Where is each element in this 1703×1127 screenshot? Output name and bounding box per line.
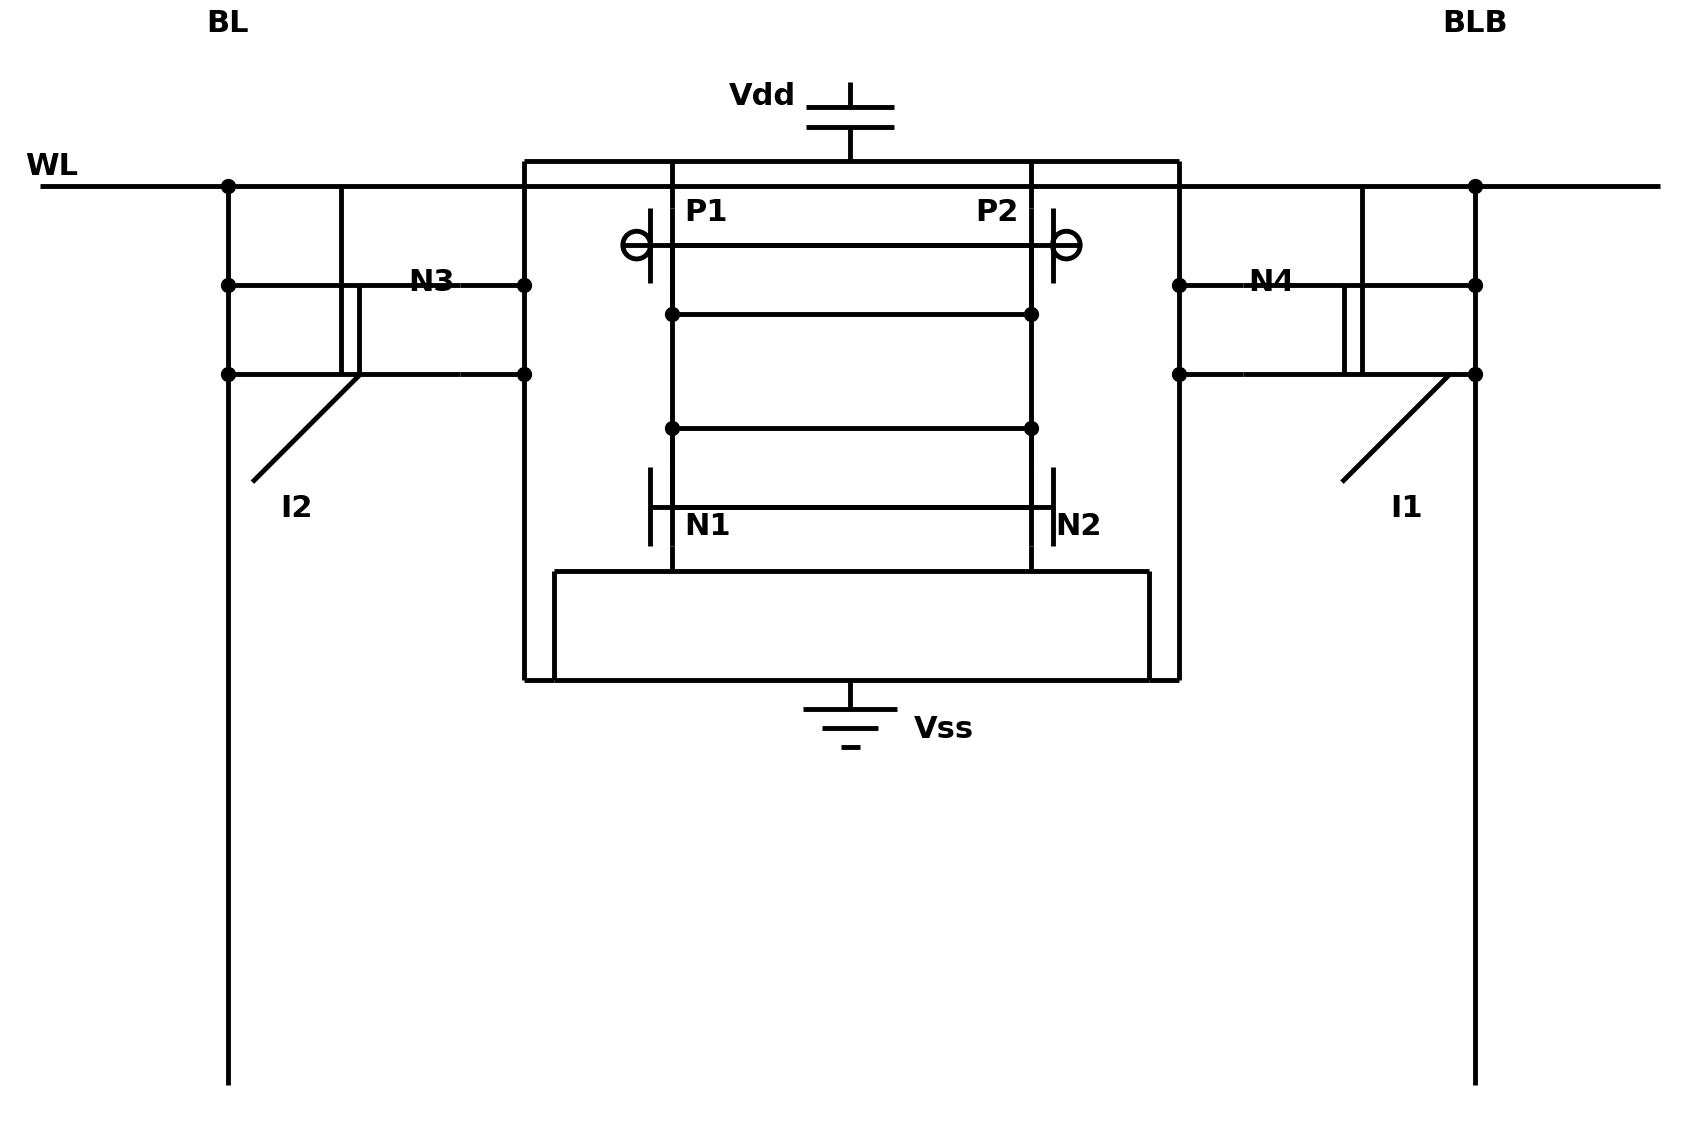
Text: Vss: Vss <box>915 715 974 744</box>
Text: N2: N2 <box>1056 512 1102 541</box>
Text: P1: P1 <box>685 198 727 228</box>
Text: N4: N4 <box>1248 268 1294 298</box>
Text: I1: I1 <box>1390 494 1422 523</box>
Text: N3: N3 <box>409 268 455 298</box>
Text: BL: BL <box>206 9 249 37</box>
Text: P2: P2 <box>976 198 1018 228</box>
Text: WL: WL <box>26 152 78 181</box>
Text: Vdd: Vdd <box>729 82 795 112</box>
Text: I2: I2 <box>281 494 313 523</box>
Text: N1: N1 <box>685 512 731 541</box>
Text: BLB: BLB <box>1442 9 1509 37</box>
